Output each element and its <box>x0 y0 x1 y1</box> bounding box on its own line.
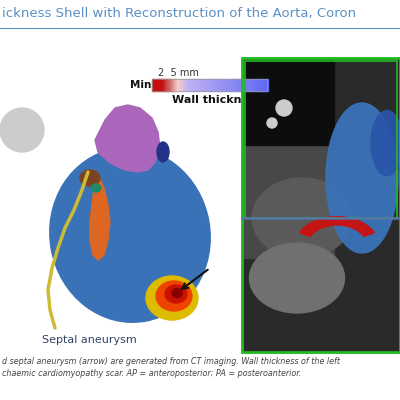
Bar <box>242 58 400 352</box>
Ellipse shape <box>157 142 169 162</box>
Bar <box>208 79 210 91</box>
Bar <box>206 79 208 91</box>
Text: Min: Min <box>130 80 151 90</box>
Bar <box>254 79 256 91</box>
Ellipse shape <box>250 243 344 313</box>
Bar <box>234 79 237 91</box>
Bar <box>194 79 196 91</box>
Bar <box>177 79 179 91</box>
Ellipse shape <box>165 285 187 303</box>
Bar <box>186 79 189 91</box>
Circle shape <box>0 108 44 152</box>
Bar <box>171 79 174 91</box>
Bar <box>227 79 229 91</box>
Bar <box>156 79 158 91</box>
Polygon shape <box>90 175 110 260</box>
Bar <box>200 79 202 91</box>
Bar <box>242 58 400 352</box>
Ellipse shape <box>371 110 400 176</box>
Polygon shape <box>300 217 374 236</box>
Bar <box>240 79 242 91</box>
Bar <box>173 79 176 91</box>
Bar <box>169 79 172 91</box>
Ellipse shape <box>252 178 352 258</box>
Text: Wall thickness: Wall thickness <box>172 95 262 105</box>
Bar <box>158 79 160 91</box>
Bar <box>238 79 241 91</box>
Text: d septal aneurysm (arrow) are generated from CT imaging. Wall thickness of the l: d septal aneurysm (arrow) are generated … <box>2 358 340 366</box>
Bar <box>219 79 222 91</box>
Bar <box>246 79 248 91</box>
Ellipse shape <box>326 103 398 253</box>
Bar <box>213 79 216 91</box>
Bar <box>225 79 227 91</box>
Polygon shape <box>95 105 160 172</box>
Bar <box>223 79 225 91</box>
Ellipse shape <box>172 288 182 298</box>
Text: ickness Shell with Reconstruction of the Aorta, Coron: ickness Shell with Reconstruction of the… <box>2 8 356 20</box>
Bar <box>188 79 191 91</box>
Bar <box>152 79 267 91</box>
Bar <box>166 79 168 91</box>
Bar <box>154 79 156 91</box>
Bar <box>183 79 185 91</box>
Bar <box>244 79 246 91</box>
Bar <box>245 61 397 218</box>
Bar <box>230 79 233 91</box>
Bar <box>215 79 218 91</box>
Bar <box>263 79 266 91</box>
Bar <box>167 79 170 91</box>
Bar <box>184 79 187 91</box>
Bar <box>217 79 220 91</box>
Bar <box>181 79 183 91</box>
Bar <box>256 79 258 91</box>
Bar <box>244 60 398 350</box>
Ellipse shape <box>80 170 100 186</box>
Bar <box>160 79 162 91</box>
Bar <box>175 79 178 91</box>
Text: Max: Max <box>271 80 295 90</box>
Bar <box>232 79 235 91</box>
Bar <box>261 79 264 91</box>
Bar <box>204 79 206 91</box>
Bar <box>210 79 212 91</box>
Bar <box>242 79 244 91</box>
Circle shape <box>276 100 292 116</box>
Bar <box>179 79 181 91</box>
Ellipse shape <box>156 281 192 311</box>
Bar <box>198 79 200 91</box>
Bar <box>192 79 195 91</box>
Circle shape <box>267 118 277 128</box>
Text: chaemic cardiomyopathy scar. AP = anteroposterior; PA = posteroanterior.: chaemic cardiomyopathy scar. AP = antero… <box>2 370 301 378</box>
Bar <box>162 79 164 91</box>
Bar <box>259 79 262 91</box>
Ellipse shape <box>91 184 101 192</box>
Bar <box>221 79 224 91</box>
Bar <box>164 79 166 91</box>
Bar <box>229 79 231 91</box>
Ellipse shape <box>50 148 210 322</box>
Bar <box>236 79 239 91</box>
Bar <box>265 79 268 91</box>
Bar <box>202 79 204 91</box>
Bar <box>244 138 334 258</box>
Text: Septal aneurysm: Septal aneurysm <box>42 335 137 345</box>
Bar <box>190 79 193 91</box>
Bar <box>212 79 214 91</box>
Bar <box>258 79 260 91</box>
Text: 2  5 mm: 2 5 mm <box>158 68 199 78</box>
Bar <box>244 60 334 145</box>
Ellipse shape <box>146 276 198 320</box>
Bar <box>196 79 198 91</box>
Bar <box>250 79 252 91</box>
Bar <box>152 79 154 91</box>
Bar <box>248 79 250 91</box>
Bar <box>252 79 254 91</box>
